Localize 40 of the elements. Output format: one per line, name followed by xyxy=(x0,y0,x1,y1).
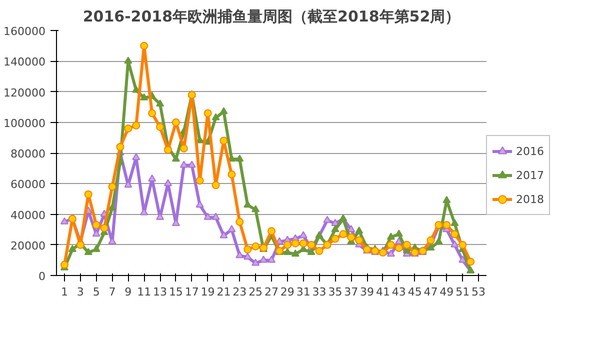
x-tick-label: 39 xyxy=(360,286,374,298)
x-tick-label: 13 xyxy=(153,286,168,298)
x-tick-label: 35 xyxy=(328,286,342,298)
chart-title: 2016-2018年欧洲捕鱼量周图（截至2018年第52周） xyxy=(82,8,460,26)
x-tick-label: 1 xyxy=(60,286,68,298)
y-tick-label: 0 xyxy=(38,270,46,283)
y-tick-label: 140000 xyxy=(4,56,46,69)
x-tick-label: 5 xyxy=(92,286,100,298)
x-tick-label: 7 xyxy=(108,286,116,298)
x-tick-label: 33 xyxy=(312,286,326,298)
x-tick-label: 41 xyxy=(376,286,390,298)
legend-label: 2018 xyxy=(516,192,544,206)
x-tick-label: 15 xyxy=(168,286,183,298)
x-tick-label: 51 xyxy=(456,286,470,298)
y-tick-label: 100000 xyxy=(4,116,46,130)
x-tick-label: 47 xyxy=(424,286,438,298)
x-tick-label: 37 xyxy=(344,286,358,298)
x-tick-label: 11 xyxy=(137,286,152,298)
y-tick-label: 20000 xyxy=(10,239,46,252)
x-tick-label: 19 xyxy=(200,286,215,298)
x-tick-label: 3 xyxy=(76,286,84,298)
y-tick-label: 120000 xyxy=(4,86,46,100)
y-tick-label: 60000 xyxy=(10,178,46,192)
x-tick-label: 29 xyxy=(280,286,294,298)
x-tick-label: 17 xyxy=(184,286,199,298)
x-tick-label: 27 xyxy=(264,286,278,298)
x-tick-label: 31 xyxy=(296,286,310,298)
y-tick-label: 160000 xyxy=(4,25,46,38)
x-tick-label: 49 xyxy=(440,286,454,298)
x-tick-label: 21 xyxy=(216,286,231,298)
legend-label: 2016 xyxy=(516,144,544,158)
x-tick-label: 9 xyxy=(124,286,132,298)
x-tick-label: 53 xyxy=(472,286,486,298)
legend-label: 2017 xyxy=(516,168,544,182)
x-tick-label: 23 xyxy=(232,286,247,298)
y-tick-label: 80000 xyxy=(10,148,46,160)
x-tick-label: 45 xyxy=(408,286,422,298)
x-tick-label: 43 xyxy=(392,286,406,298)
y-tick-label: 40000 xyxy=(10,208,46,222)
x-tick-label: 25 xyxy=(248,286,263,298)
